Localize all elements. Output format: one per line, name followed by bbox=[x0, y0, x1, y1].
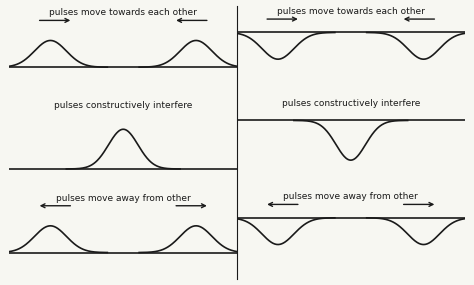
Text: pulses constructively interfere: pulses constructively interfere bbox=[54, 101, 192, 109]
Text: pulses move towards each other: pulses move towards each other bbox=[49, 8, 197, 17]
Text: pulses move away from other: pulses move away from other bbox=[283, 192, 418, 201]
Text: pulses constructively interfere: pulses constructively interfere bbox=[282, 99, 420, 109]
Text: pulses move away from other: pulses move away from other bbox=[56, 194, 191, 203]
Text: pulses move towards each other: pulses move towards each other bbox=[277, 7, 425, 16]
